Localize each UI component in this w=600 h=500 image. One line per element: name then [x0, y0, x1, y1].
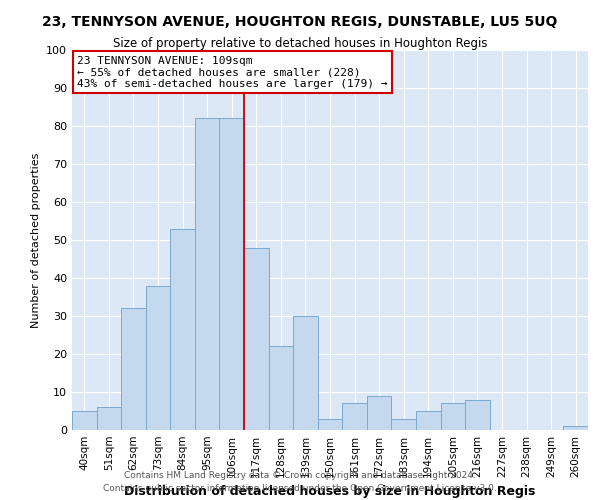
Y-axis label: Number of detached properties: Number of detached properties [31, 152, 41, 328]
Text: 23 TENNYSON AVENUE: 109sqm
← 55% of detached houses are smaller (228)
43% of sem: 23 TENNYSON AVENUE: 109sqm ← 55% of deta… [77, 56, 388, 89]
Text: 23, TENNYSON AVENUE, HOUGHTON REGIS, DUNSTABLE, LU5 5UQ: 23, TENNYSON AVENUE, HOUGHTON REGIS, DUN… [43, 15, 557, 29]
X-axis label: Distribution of detached houses by size in Houghton Regis: Distribution of detached houses by size … [124, 486, 536, 498]
Bar [244, 248, 269, 430]
Bar [269, 346, 293, 430]
Bar [170, 228, 195, 430]
Text: Contains public sector information licensed under the Open Government Licence v3: Contains public sector information licen… [103, 484, 497, 493]
Bar [195, 118, 220, 430]
Bar [318, 418, 342, 430]
Bar [220, 118, 244, 430]
Bar [465, 400, 490, 430]
Bar [440, 404, 465, 430]
Bar [146, 286, 170, 430]
Bar [97, 407, 121, 430]
Bar [293, 316, 318, 430]
Bar [342, 404, 367, 430]
Bar [416, 411, 440, 430]
Text: Contains HM Land Registry data © Crown copyright and database right 2024.: Contains HM Land Registry data © Crown c… [124, 470, 476, 480]
Bar [391, 418, 416, 430]
Text: Size of property relative to detached houses in Houghton Regis: Size of property relative to detached ho… [113, 38, 487, 51]
Bar [72, 411, 97, 430]
Bar [367, 396, 391, 430]
Bar [563, 426, 588, 430]
Bar [121, 308, 146, 430]
